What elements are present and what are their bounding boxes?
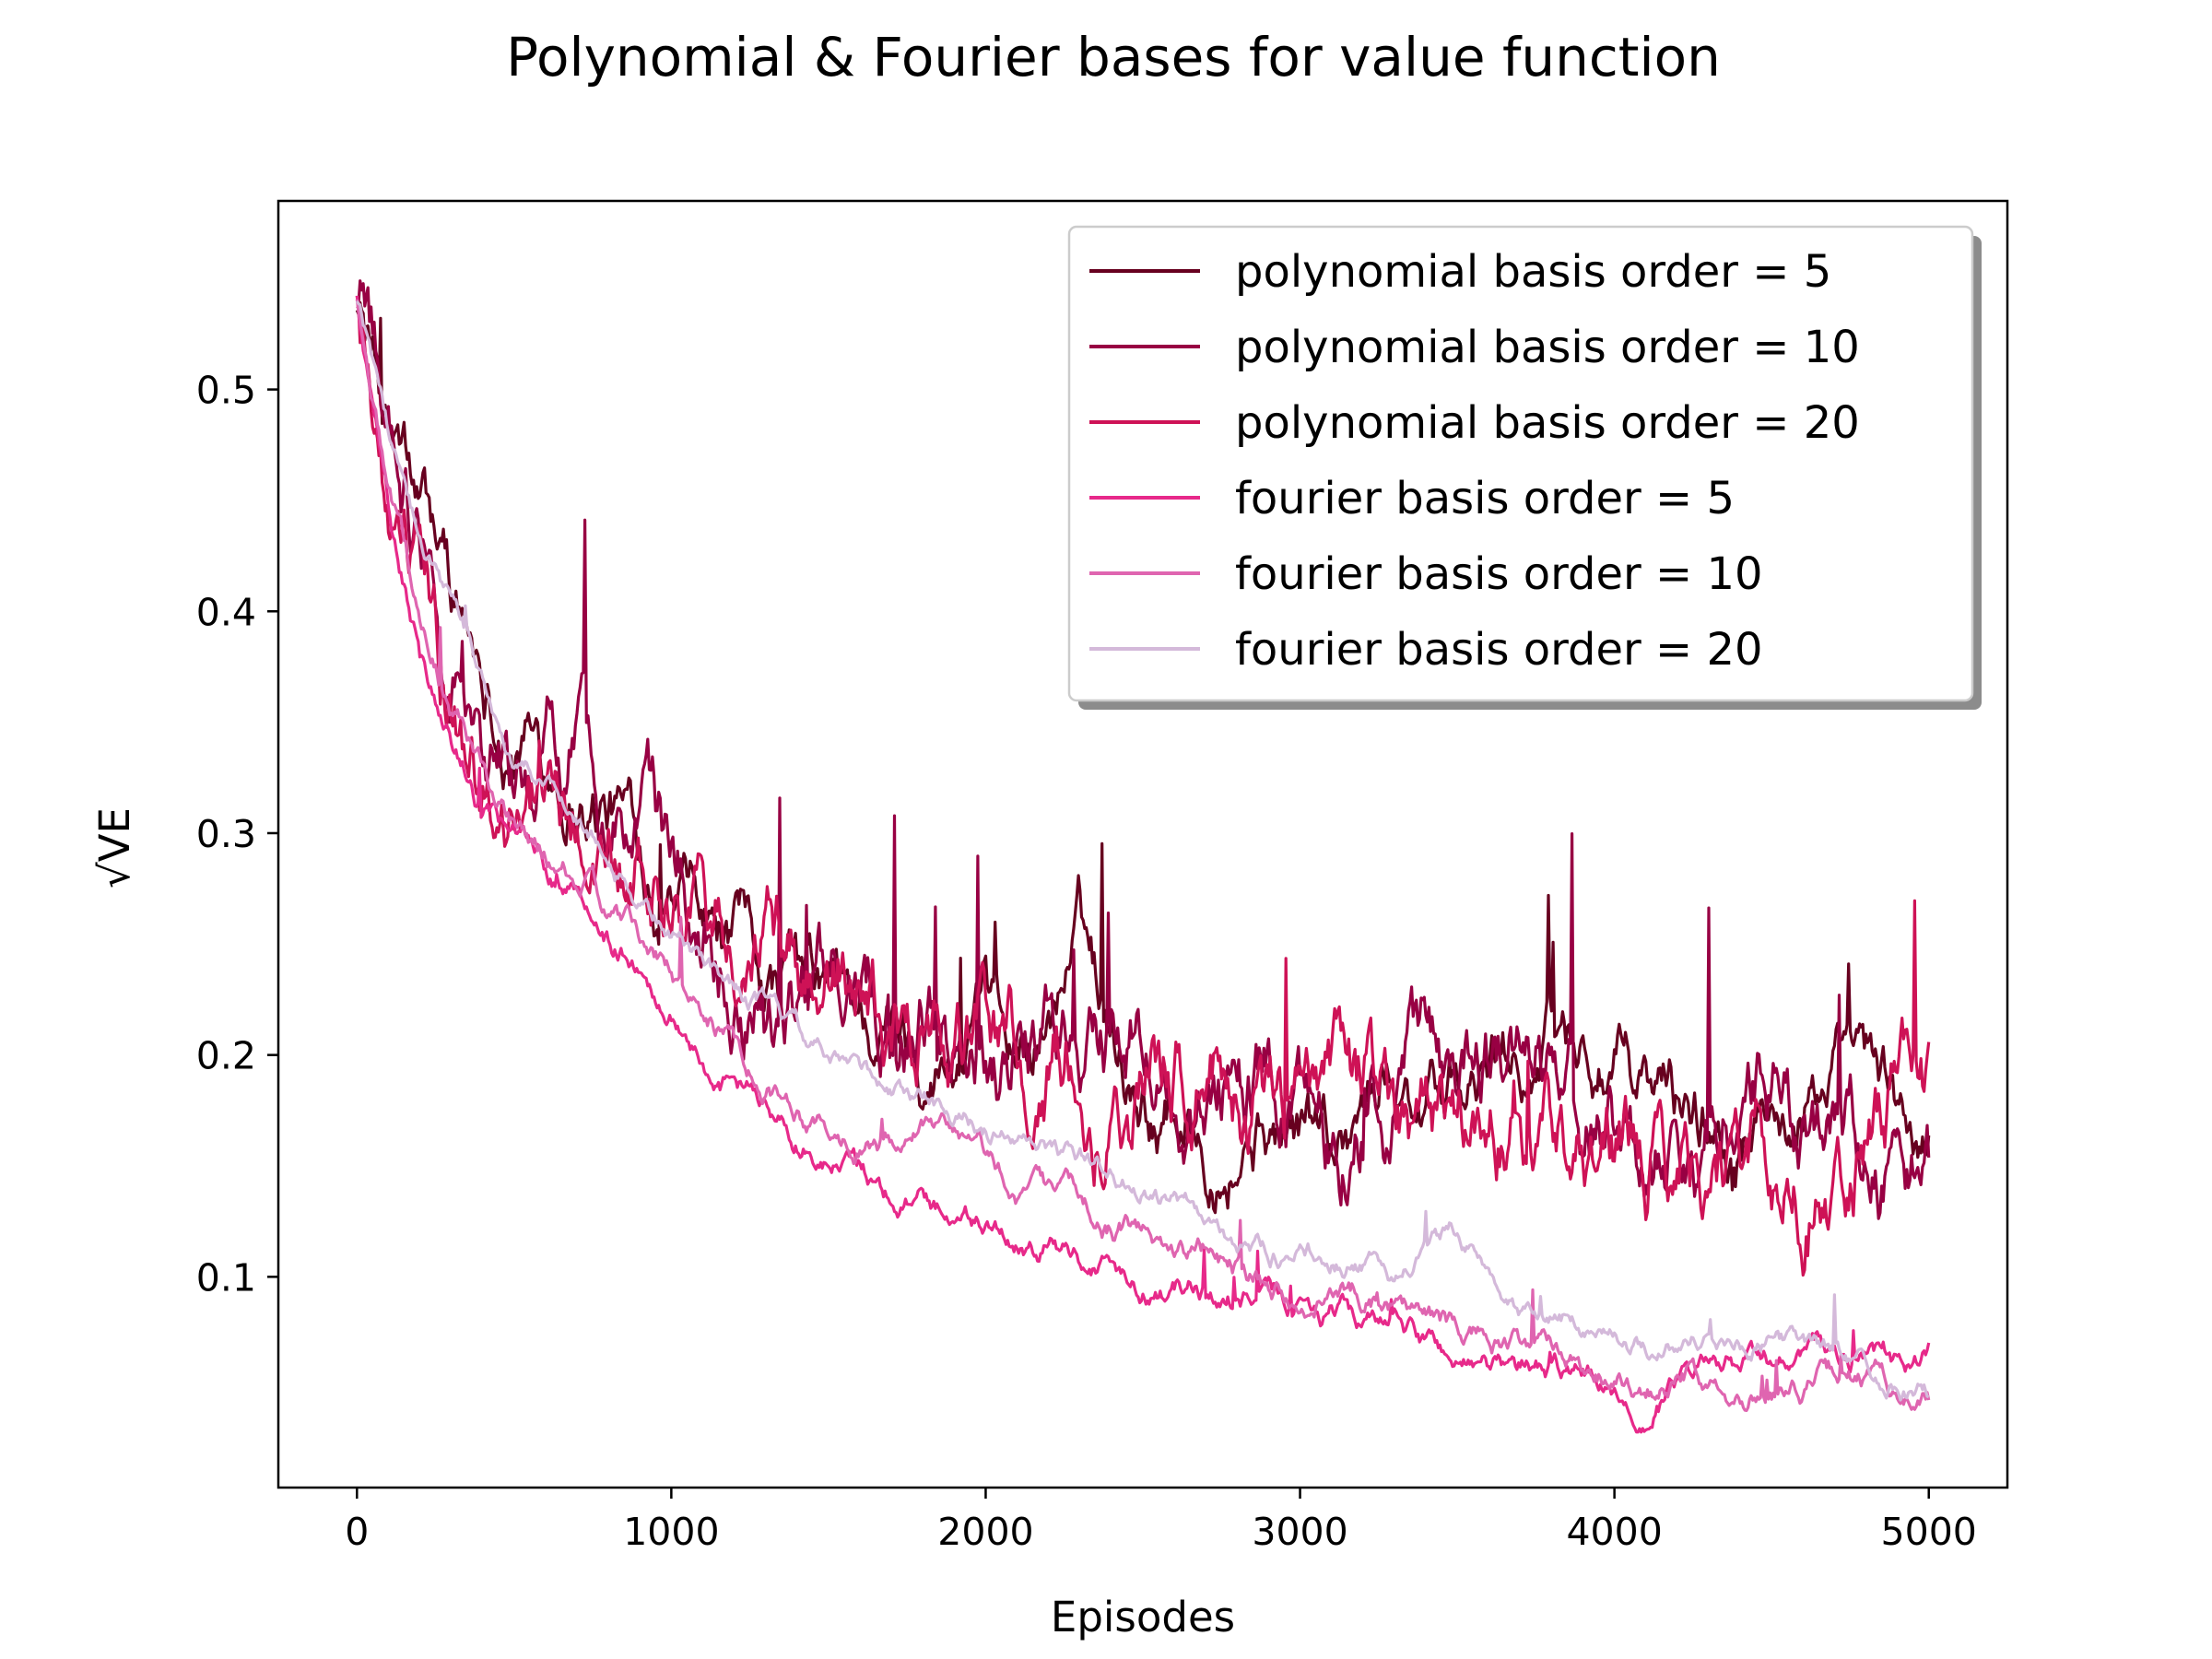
x-axis-label: Episodes (1051, 1593, 1235, 1641)
y-tick-label: 0.4 (196, 590, 256, 634)
x-tick-label: 0 (345, 1510, 369, 1554)
legend-label-6: fourier basis order = 20 (1235, 624, 1763, 676)
x-tick-label: 4000 (1566, 1510, 1662, 1554)
series-line-5 (355, 299, 1931, 1413)
x-tick-label: 5000 (1881, 1510, 1977, 1554)
legend: polynomial basis order = 5 polynomial bas… (1067, 225, 1982, 710)
x-tick-label: 2000 (937, 1510, 1033, 1554)
y-tick-label: 0.3 (196, 812, 256, 856)
legend-label-4: fourier basis order = 5 (1235, 473, 1735, 524)
x-tick-label: 1000 (623, 1510, 719, 1554)
legend-label-2: polynomial basis order = 10 (1235, 322, 1860, 373)
plot-area (355, 279, 1931, 1434)
x-tick-label: 3000 (1252, 1510, 1347, 1554)
legend-box (1067, 225, 1974, 702)
y-tick-label: 0.1 (196, 1255, 256, 1300)
y-tick-label: 0.2 (196, 1034, 256, 1078)
axes: 0 1000 2000 3000 4000 5000 0.1 0.2 0.3 0.4 0.5 (196, 369, 1977, 1554)
legend-label-5: fourier basis order = 10 (1235, 548, 1763, 600)
plot-frame (276, 199, 2009, 1489)
chart-title: Polynomial & Fourier bases for value fun… (506, 26, 1721, 88)
series-line-4 (355, 295, 1931, 1434)
y-tick-label: 0.5 (196, 369, 256, 413)
series-line-6 (355, 300, 1930, 1402)
legend-label-1: polynomial basis order = 5 (1235, 246, 1831, 298)
legend-label-3: polynomial basis order = 20 (1235, 397, 1860, 449)
y-axis-label: √VE (90, 807, 139, 888)
